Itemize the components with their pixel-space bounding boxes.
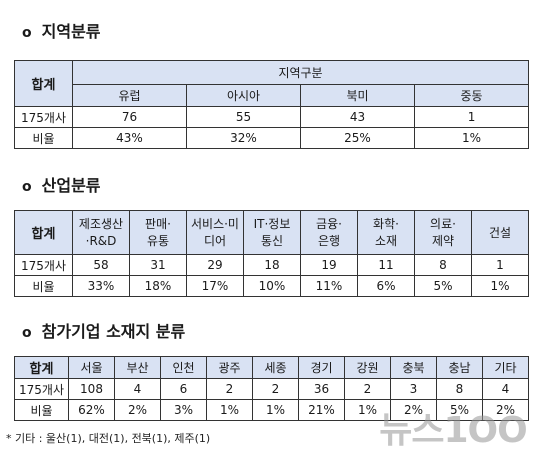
table-cell: 1% [413, 127, 530, 149]
column-header: 아시아 [186, 84, 301, 107]
table-row: 비율 43% 32% 25% 1% [14, 127, 530, 149]
table-cell: 43% [72, 127, 187, 149]
table-cell: 11 [357, 254, 415, 276]
table-cell: 1 [413, 106, 530, 128]
column-header: 부산 [114, 356, 161, 379]
column-header: 의료· 제약 [414, 210, 472, 255]
footnote: * 기타 : 울산(1), 대전(1), 전북(1), 제주(1) [6, 432, 211, 445]
table-cell: 2 [344, 378, 391, 400]
table-cell: 1% [252, 399, 299, 421]
column-header: 충남 [436, 356, 483, 379]
table-cell: 1% [471, 275, 529, 297]
table-cell: 2% [390, 399, 437, 421]
table-row: 175개사 76 55 43 1 [14, 106, 530, 128]
table-cell: 3% [160, 399, 207, 421]
column-header: 경기 [298, 356, 345, 379]
column-header: 유럽 [72, 84, 187, 107]
column-header: 충북 [390, 356, 437, 379]
section-title-region: o 지역분류 [22, 18, 101, 42]
column-header: IT·정보 통신 [243, 210, 301, 255]
table-cell: 8 [414, 254, 472, 276]
table-cell: 2% [482, 399, 529, 421]
section-title-text: 산업분류 [41, 176, 101, 195]
table-cell: 21% [298, 399, 345, 421]
table-cell: 32% [186, 127, 301, 149]
table-cell: 18 [243, 254, 301, 276]
table-cell: 31 [129, 254, 187, 276]
table-cell: 1% [344, 399, 391, 421]
row-label: 비율 [14, 275, 73, 297]
table-cell: 43 [300, 106, 415, 128]
table-cell: 10% [243, 275, 301, 297]
column-header: 기타 [482, 356, 529, 379]
table-cell: 5% [436, 399, 483, 421]
table-cell: 17% [186, 275, 244, 297]
row-label: 175개사 [14, 254, 73, 276]
table-cell: 6 [160, 378, 207, 400]
column-header: 서울 [68, 356, 115, 379]
table-cell: 55 [186, 106, 301, 128]
table-cell: 2 [252, 378, 299, 400]
column-header: 금융· 은행 [300, 210, 358, 255]
table-cell: 29 [186, 254, 244, 276]
table-cell: 8 [436, 378, 483, 400]
table-cell: 18% [129, 275, 187, 297]
column-header: 제조생산 ·R&D [72, 210, 130, 255]
section-title-text: 지역분류 [41, 22, 101, 41]
table-row: 175개사 58 31 29 18 19 11 8 1 [14, 254, 529, 276]
table-cell: 3 [390, 378, 437, 400]
table-row: 비율 33% 18% 17% 10% 11% 6% 5% 1% [14, 275, 529, 297]
table-cell: 33% [72, 275, 130, 297]
table-row: 비율 62% 2% 3% 1% 1% 21% 1% 2% 5% 2% [14, 399, 529, 421]
table-cell: 76 [72, 106, 187, 128]
section-title-location: o 참가기업 소재지 분류 [22, 318, 185, 342]
total-header: 합계 [14, 356, 69, 379]
table-cell: 4 [114, 378, 161, 400]
table-cell: 62% [68, 399, 115, 421]
total-header: 합계 [14, 60, 73, 107]
row-label: 비율 [14, 127, 73, 149]
location-table: 합계 서울 부산 인천 광주 세종 경기 강원 충북 충남 기타 175개사 1… [14, 356, 529, 421]
table-row: 175개사 108 4 6 2 2 36 2 3 8 4 [14, 378, 529, 400]
total-header: 합계 [14, 210, 73, 255]
table-cell: 2 [206, 378, 253, 400]
table-cell: 58 [72, 254, 130, 276]
column-header: 강원 [344, 356, 391, 379]
table-cell: 4 [482, 378, 529, 400]
column-header: 중동 [413, 84, 530, 107]
table-cell: 25% [300, 127, 415, 149]
bullet-icon: o [22, 25, 32, 41]
table-cell: 11% [300, 275, 358, 297]
region-group-header: 지역구분 [71, 60, 530, 85]
column-header: 북미 [300, 84, 415, 107]
bullet-icon: o [22, 325, 32, 341]
column-header: 세종 [252, 356, 299, 379]
table-cell: 5% [414, 275, 472, 297]
table-cell: 2% [114, 399, 161, 421]
table-cell: 1% [206, 399, 253, 421]
region-table: 합계 지역구분 유럽 아시아 북미 중동 175개사 76 55 43 1 비율… [14, 60, 530, 149]
column-header: 건설 [471, 210, 529, 255]
table-cell: 19 [300, 254, 358, 276]
column-header: 판매· 유통 [129, 210, 187, 255]
section-title-text: 참가기업 소재지 분류 [41, 322, 186, 341]
column-header: 인천 [160, 356, 207, 379]
bullet-icon: o [22, 179, 32, 195]
table-cell: 1 [471, 254, 529, 276]
row-label: 175개사 [14, 106, 73, 128]
column-header: 서비스·미 디어 [186, 210, 244, 255]
column-header: 광주 [206, 356, 253, 379]
table-cell: 108 [68, 378, 115, 400]
table-cell: 6% [357, 275, 415, 297]
row-label: 비율 [14, 399, 69, 421]
section-title-industry: o 산업분류 [22, 172, 101, 196]
column-header: 화학· 소재 [357, 210, 415, 255]
row-label: 175개사 [14, 378, 69, 400]
industry-table: 합계 제조생산 ·R&D 판매· 유통 서비스·미 디어 IT·정보 통신 금융· 은행 … [14, 210, 529, 297]
table-cell: 36 [298, 378, 345, 400]
